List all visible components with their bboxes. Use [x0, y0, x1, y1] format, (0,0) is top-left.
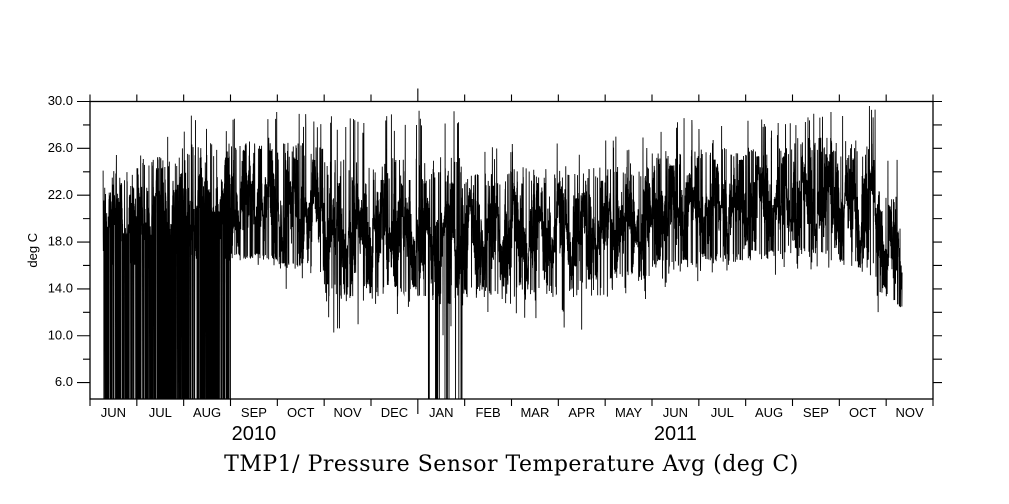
bottom-title: TMP1/ Pressure Sensor Temperature Avg (d…	[224, 452, 799, 477]
